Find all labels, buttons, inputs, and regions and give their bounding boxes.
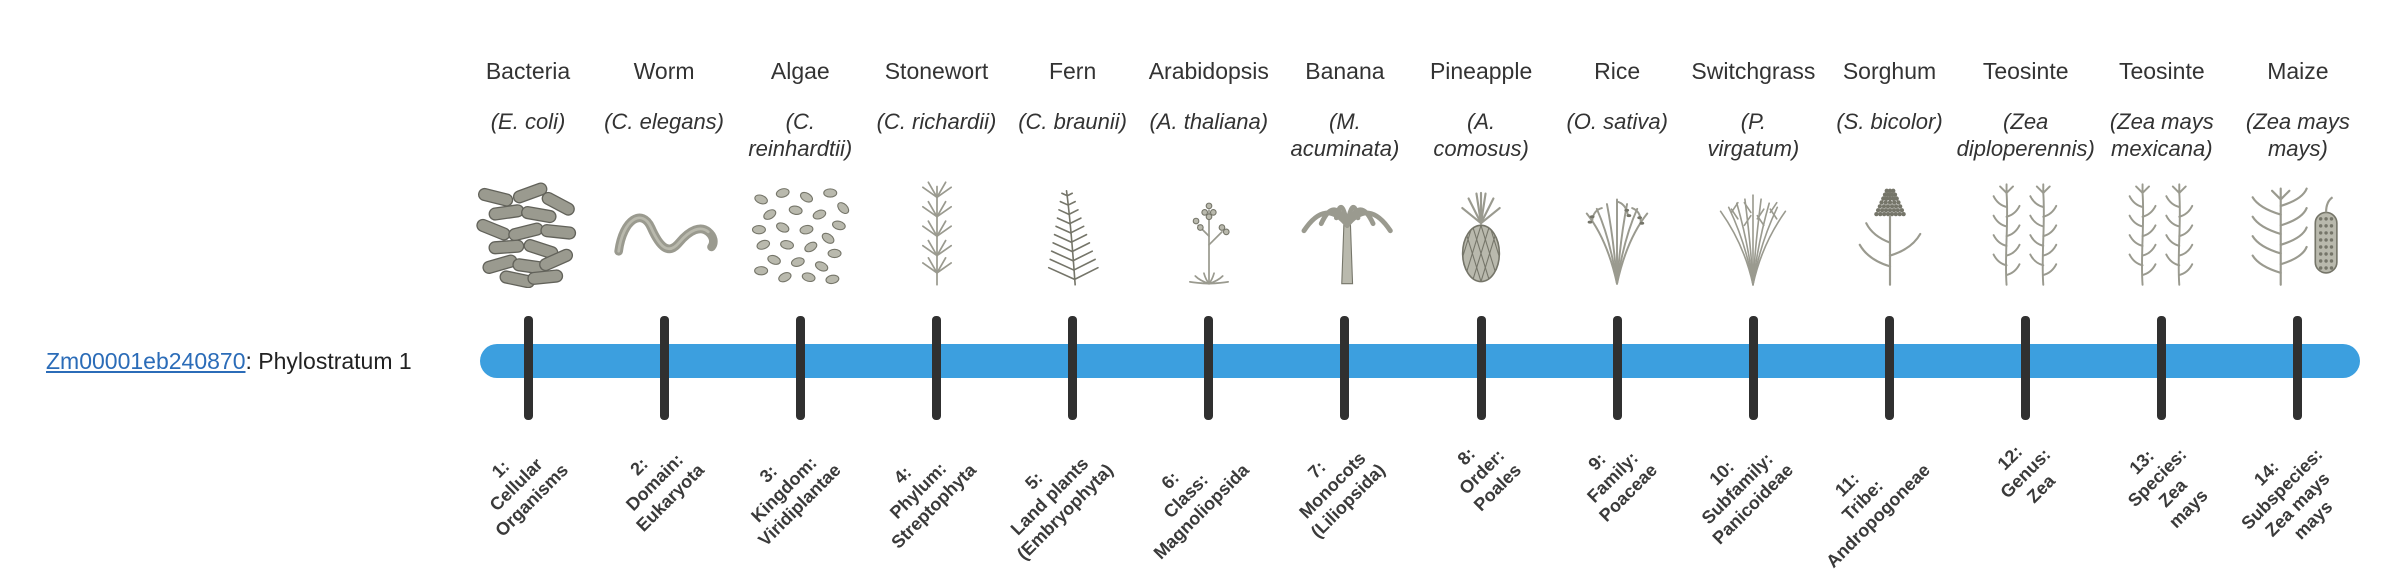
phylostratum-label: 13: Species: Zea mays	[2123, 444, 2212, 532]
taxon-common-name: Rice	[1594, 58, 1641, 84]
taxon-scientific-name: (C. richardii)	[876, 109, 997, 134]
timeline-tick	[2021, 316, 2031, 420]
phylostratum-label: 9: Family: Poaceae	[1583, 447, 1662, 526]
taxon-column: Pineapple (A. comosus) 8: Order: Poales	[1413, 0, 1549, 580]
taxon-scientific-name: (C. elegans)	[604, 109, 725, 134]
algae-icon	[740, 176, 860, 288]
taxon-common-name: Teosinte	[2118, 58, 2205, 84]
timeline-tick	[659, 316, 669, 420]
taxon-column: Banana (M. acuminata) 7: Monocots (Lilio…	[1277, 0, 1413, 580]
phylostratum-label: 10: Subfamily: Panicoideae	[1697, 448, 1798, 549]
timeline-tick	[2293, 316, 2303, 420]
taxon-common-name: Pineapple	[1429, 58, 1533, 84]
taxon-column: Rice (O. sativa) 9: Family: Poaceae	[1549, 0, 1685, 580]
taxon-scientific-name: (Zea mays mexicana)	[2109, 109, 2214, 161]
taxon-column: Sorghum (S. bicolor) 11: Tribe: Andropog…	[1822, 0, 1958, 580]
taxon-common-name: Fern	[1048, 58, 1097, 84]
timeline-tick	[1885, 316, 1894, 420]
taxon-common-name: Teosinte	[1982, 58, 2069, 84]
taxon-common-name: Worm	[633, 58, 695, 84]
taxon-scientific-name: (C. reinhardtii)	[748, 109, 853, 161]
taxon-scientific-name: (A. comosus)	[1433, 109, 1529, 161]
fern-icon	[1013, 176, 1133, 288]
taxon-column: Fern (C. braunii) 5: Land plants (Embryo…	[1005, 0, 1141, 580]
taxon-common-name: Stonewort	[884, 58, 989, 84]
taxon-column: Worm (C. elegans) 2: Domain: Eukaryota	[596, 0, 732, 580]
gene-id-link[interactable]: Zm00001eb240870	[46, 348, 246, 374]
timeline-tick	[523, 316, 533, 420]
taxon-column: Teosinte (Zea diploperennis) 12: Genus: …	[1956, 0, 2095, 580]
phylostratum-label: 2: Domain: Eukaryota	[622, 449, 709, 536]
taxon-column: Stonewort (C. richardii) 4: Phylum: Stre…	[869, 0, 1005, 580]
phylostratum-label: 3: Kingdom: Viridiplantae	[746, 452, 845, 551]
taxon-common-name: Banana	[1305, 58, 1385, 84]
phylostratum-label: 7: Monocots (Liliopsida)	[1295, 448, 1389, 542]
taxon-common-name: Arabidopsis	[1148, 58, 1269, 84]
bacteria-icon	[468, 176, 588, 288]
timeline-tick	[932, 316, 941, 420]
worm-icon	[604, 176, 724, 288]
stonewort-icon	[877, 176, 997, 288]
phylostratum-label: 14: Subspecies: Zea mays mays	[2237, 444, 2337, 544]
taxon-common-name: Bacteria	[485, 58, 571, 84]
rice-icon	[1557, 176, 1677, 288]
phylostratum-label: 8: Order: Poales	[1453, 443, 1526, 516]
timeline-tick	[1748, 316, 1758, 420]
sorghum-icon	[1830, 176, 1950, 288]
taxon-scientific-name: (Zea mays mays)	[2245, 109, 2350, 161]
switchgrass-icon	[1693, 176, 1813, 288]
gene-label: Zm00001eb240870: Phylostratum 1	[46, 347, 412, 375]
taxon-scientific-name: (M. acuminata)	[1290, 109, 1400, 161]
taxon-scientific-name: (Zea diploperennis)	[1956, 109, 2095, 161]
timeline-tick	[2157, 316, 2167, 420]
phylostratum-label: 4: Phylum: Streptophyta	[886, 458, 981, 553]
timeline-tick	[1612, 316, 1622, 420]
taxon-column: Switchgrass (P. virgatum) 10: Subfamily:…	[1685, 0, 1821, 580]
timeline-bar	[480, 344, 2360, 378]
banana-icon	[1285, 176, 1405, 288]
taxon-common-name: Switchgrass	[1691, 58, 1816, 84]
taxon-scientific-name: (E. coli)	[490, 109, 566, 134]
taxon-common-name: Maize	[2267, 58, 2329, 84]
taxon-scientific-name: (S. bicolor)	[1836, 109, 1943, 134]
taxon-common-name: Sorghum	[1842, 58, 1937, 84]
taxon-column: Arabidopsis (A. thaliana) 6: Class: Magn…	[1141, 0, 1277, 580]
teosinte-icon	[1966, 176, 2086, 288]
teosinte-icon	[2102, 176, 2222, 288]
taxon-column: Bacteria (E. coli) 1: Cellular Organisms	[460, 0, 596, 580]
taxon-scientific-name: (A. thaliana)	[1149, 109, 1269, 134]
taxon-scientific-name: (C. braunii)	[1018, 109, 1127, 134]
taxon-common-name: Algae	[770, 58, 830, 84]
phylostratum-label: 12: Genus: Zea	[1993, 441, 2059, 507]
taxon-column: Algae (C. reinhardtii) 3: Kingdom: Virid…	[732, 0, 868, 580]
timeline-tick	[1068, 316, 1078, 420]
pineapple-icon	[1421, 176, 1541, 288]
timeline-tick	[1204, 316, 1214, 420]
taxon-scientific-name: (P. virgatum)	[1707, 109, 1800, 161]
timeline-tick	[1476, 316, 1486, 420]
taxon-column: Teosinte (Zea mays mexicana) 13: Species…	[2094, 0, 2230, 580]
taxon-scientific-name: (O. sativa)	[1566, 109, 1668, 134]
arabidopsis-icon	[1149, 176, 1269, 288]
taxon-column: Maize (Zea mays mays) 14: Subspecies: Ze…	[2230, 0, 2366, 580]
timeline-tick	[795, 316, 805, 420]
phylostratum-label: 1: Cellular Organisms	[485, 454, 572, 541]
maize-icon	[2238, 176, 2358, 288]
timeline-tick	[1340, 316, 1350, 420]
gene-label-suffix: : Phylostratum 1	[245, 348, 412, 374]
